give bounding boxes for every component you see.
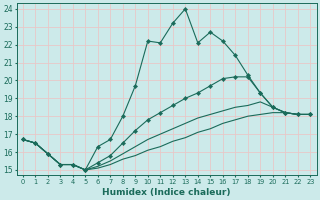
X-axis label: Humidex (Indice chaleur): Humidex (Indice chaleur) <box>102 188 231 197</box>
